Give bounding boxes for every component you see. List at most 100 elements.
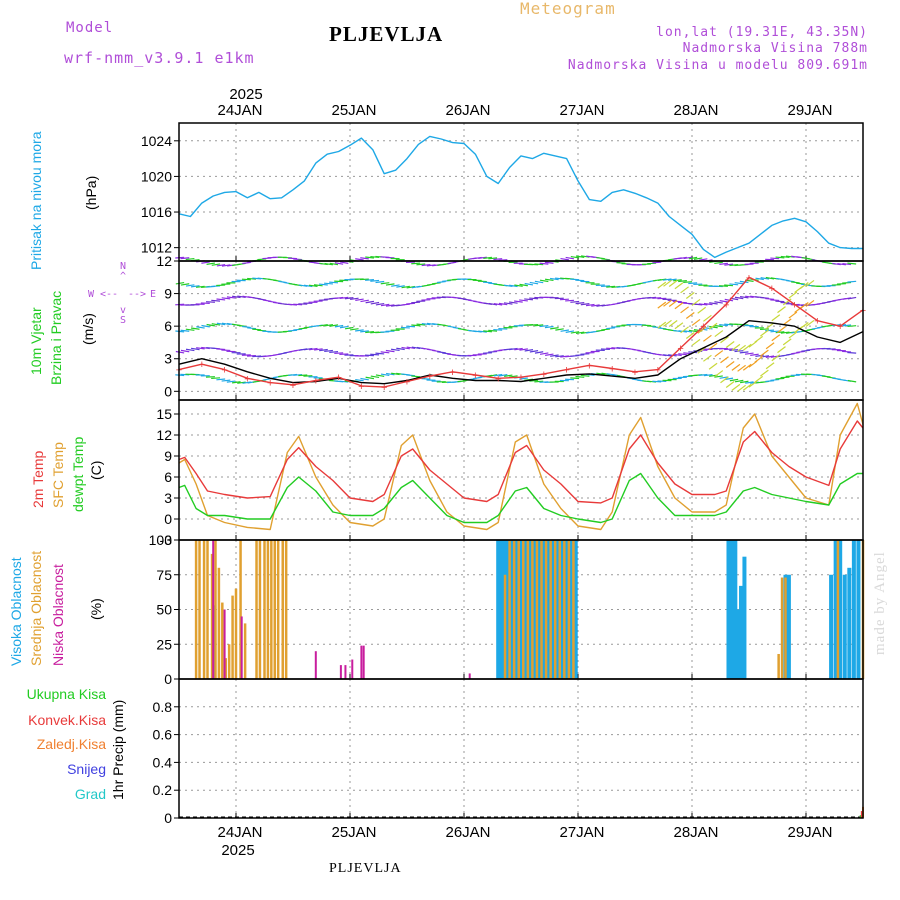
wind-arrow bbox=[324, 262, 333, 266]
wind-arrow bbox=[739, 280, 749, 284]
y-tick-label: -3 bbox=[160, 532, 173, 548]
cloud-bar bbox=[573, 540, 578, 679]
wind-arrow bbox=[216, 378, 226, 381]
snow-label: Snijeg bbox=[67, 761, 106, 777]
cloud-bar bbox=[198, 540, 201, 679]
cloud-bar bbox=[532, 540, 537, 679]
wind-arrow bbox=[714, 324, 723, 328]
wind-arrow bbox=[391, 372, 400, 376]
cloud-bar bbox=[856, 540, 861, 679]
wind-arrow bbox=[709, 325, 718, 329]
wind-arrow bbox=[242, 261, 251, 265]
wind-arrow bbox=[355, 329, 364, 332]
wind-arrow bbox=[324, 349, 333, 353]
wind-arrow bbox=[688, 256, 698, 260]
wind-arrow bbox=[385, 283, 395, 286]
wind-arrow bbox=[231, 381, 241, 384]
wind-arrow bbox=[406, 302, 416, 305]
y-tick-label: 0 bbox=[164, 671, 172, 687]
wind-arrow bbox=[216, 263, 226, 267]
wind-gust-marker: + bbox=[427, 371, 433, 383]
wind-arrow bbox=[334, 324, 344, 328]
cloud-bar bbox=[550, 540, 555, 679]
y-tick-label: 0.8 bbox=[153, 699, 173, 715]
wind-arrow bbox=[544, 325, 554, 329]
cloud-bar bbox=[214, 540, 217, 679]
y-tick-label: 15 bbox=[156, 406, 172, 422]
wind-arrow bbox=[600, 285, 610, 288]
y-tick-label: 50 bbox=[156, 602, 172, 618]
wind-arrow bbox=[534, 280, 544, 284]
wind-arrow bbox=[195, 285, 205, 288]
wind-arrow bbox=[791, 281, 800, 284]
wind-arrow bbox=[698, 258, 708, 261]
wind-arrow bbox=[303, 284, 313, 288]
wind-arrow bbox=[842, 324, 852, 327]
wind-arrow bbox=[406, 325, 416, 328]
wind-arrow bbox=[539, 262, 549, 265]
cloud-bar bbox=[314, 651, 317, 679]
cloud-bar bbox=[351, 659, 354, 679]
wind-arrow bbox=[765, 355, 775, 358]
y-tick-label: 0.4 bbox=[153, 754, 173, 770]
wind-arrow bbox=[221, 379, 231, 382]
wind-arrow bbox=[303, 347, 313, 351]
wind-arrow-strong bbox=[725, 340, 735, 348]
wind-arrow bbox=[483, 281, 492, 284]
wind-arrow bbox=[688, 329, 698, 333]
wind-arrow bbox=[252, 328, 262, 331]
wind-arrow-strong bbox=[725, 380, 735, 388]
wind-arrow bbox=[755, 277, 764, 281]
elevation-text: Nadmorska Visina 788m bbox=[682, 41, 868, 56]
cloud-bar bbox=[210, 553, 214, 679]
wind-arrow bbox=[211, 323, 221, 326]
wind-arrow bbox=[185, 284, 195, 287]
wind-arrow bbox=[847, 280, 857, 283]
wind-gust-marker: + bbox=[563, 365, 569, 377]
wind-arrow bbox=[729, 349, 739, 351]
wind-arrow-strong bbox=[777, 306, 786, 314]
wind-arrow bbox=[185, 257, 195, 261]
wind-gust-marker: + bbox=[791, 299, 797, 311]
wind-arrow bbox=[657, 278, 667, 281]
wind-arrow bbox=[606, 285, 616, 288]
wind-arrow bbox=[329, 281, 339, 284]
bottom-day-label: 26JAN bbox=[445, 824, 490, 841]
wind-arrow bbox=[411, 324, 421, 327]
wind-arrow bbox=[760, 277, 770, 280]
wind-arrow bbox=[529, 323, 539, 326]
cloud-bar bbox=[240, 616, 243, 679]
compass-arrow-right: --> bbox=[128, 289, 147, 300]
wind-arrow bbox=[724, 348, 734, 351]
dewpt-line bbox=[178, 472, 863, 524]
cloud-bar bbox=[842, 574, 847, 679]
wind-arrow bbox=[544, 261, 554, 264]
wind-arrow bbox=[478, 256, 487, 259]
wind-arrow bbox=[201, 324, 210, 328]
wind-arrow bbox=[724, 323, 734, 326]
wind-arrow-strong bbox=[731, 343, 741, 351]
wind-arrow bbox=[247, 327, 257, 330]
wind-arrow bbox=[580, 255, 590, 258]
wind-arrow bbox=[744, 352, 754, 355]
wind-arrow bbox=[483, 330, 492, 333]
wind-arrow bbox=[180, 283, 190, 286]
wind-arrow bbox=[396, 347, 405, 351]
wind-arrow bbox=[206, 323, 216, 327]
wind-arrow-strong bbox=[742, 363, 752, 371]
cloud-bar bbox=[227, 644, 231, 679]
wind-arrow bbox=[750, 353, 759, 356]
wind-arrow bbox=[519, 377, 528, 380]
wind-arrow-strong bbox=[714, 350, 724, 358]
wind-arrow bbox=[514, 284, 523, 287]
wind-gust-marker: + bbox=[290, 380, 296, 392]
precip-bar bbox=[860, 811, 863, 818]
wind-arrow bbox=[616, 262, 626, 264]
wind-arrow bbox=[668, 278, 677, 281]
y-tick-label: 25 bbox=[156, 636, 172, 652]
cloud-bar bbox=[360, 645, 363, 679]
cloud-bar bbox=[780, 577, 784, 679]
wind-arrow bbox=[509, 301, 518, 304]
wind-arrow bbox=[698, 303, 708, 306]
wind-arrow bbox=[488, 329, 498, 332]
